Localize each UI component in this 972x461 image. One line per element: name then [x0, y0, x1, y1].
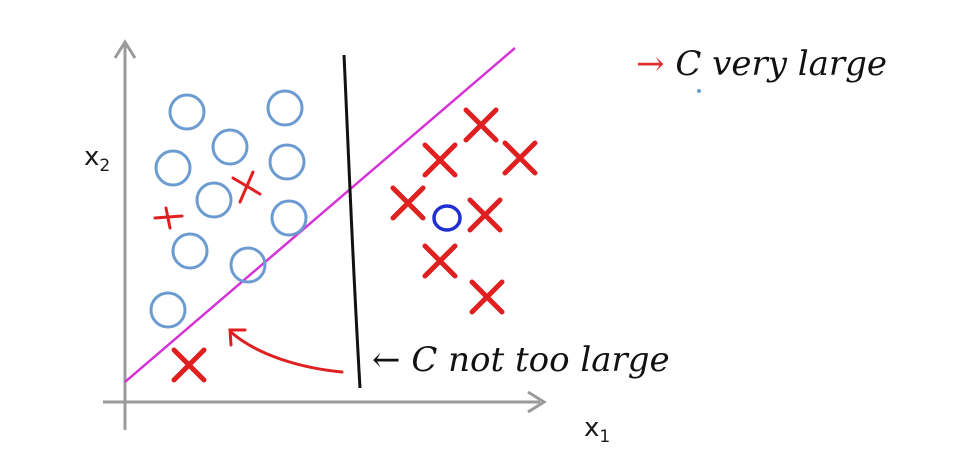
red-arrow: [228, 328, 344, 374]
positive-point: [171, 347, 207, 383]
negative-point: [268, 143, 306, 181]
y-axis-arrowhead: [113, 39, 137, 59]
positive-point: [390, 185, 426, 221]
positive-point: [502, 140, 538, 176]
negative-point: [149, 291, 187, 329]
annotation-small-c-arrow: ←: [372, 340, 401, 380]
negative-point: [266, 89, 304, 127]
negative-examples: [149, 89, 308, 329]
negative-point: [171, 232, 209, 270]
positive-point: [422, 142, 458, 178]
small-cross: [231, 170, 262, 204]
annotation-large-c-text: C very large: [675, 44, 888, 84]
annotation-large-c: → C very large: [636, 44, 887, 84]
small-red-marks: [153, 170, 262, 230]
y-axis-label: x2: [84, 142, 110, 176]
x-axis-label-subscript: 1: [599, 427, 611, 448]
boundary-large-c: [124, 47, 516, 383]
negative-outlier: [432, 204, 462, 232]
negative-point: [211, 128, 249, 166]
x-axis-label: x1: [584, 413, 610, 447]
ink-dot: [697, 89, 701, 93]
annotation-large-c-arrow: →: [636, 44, 665, 84]
axes: [103, 39, 547, 430]
negative-point: [229, 246, 267, 284]
x-axis-arrowhead: [527, 390, 547, 414]
x-axis-label-text: x: [584, 413, 600, 443]
positive-point: [469, 279, 505, 315]
negative-point: [270, 199, 308, 237]
annotation-small-c-text: C not too large: [411, 340, 670, 380]
positive-point: [467, 197, 503, 233]
positive-examples: [171, 107, 538, 383]
y-axis-label-text: x: [84, 142, 100, 172]
y-axis-label-subscript: 2: [99, 156, 111, 177]
positive-point: [463, 107, 499, 143]
boundary-small-c: [342, 54, 362, 389]
negative-point: [154, 149, 192, 187]
negative-point: [168, 93, 206, 131]
negative-point: [195, 181, 233, 219]
small-cross: [153, 206, 184, 230]
annotation-small-c: ← C not too large: [372, 340, 670, 380]
positive-point: [422, 243, 458, 279]
